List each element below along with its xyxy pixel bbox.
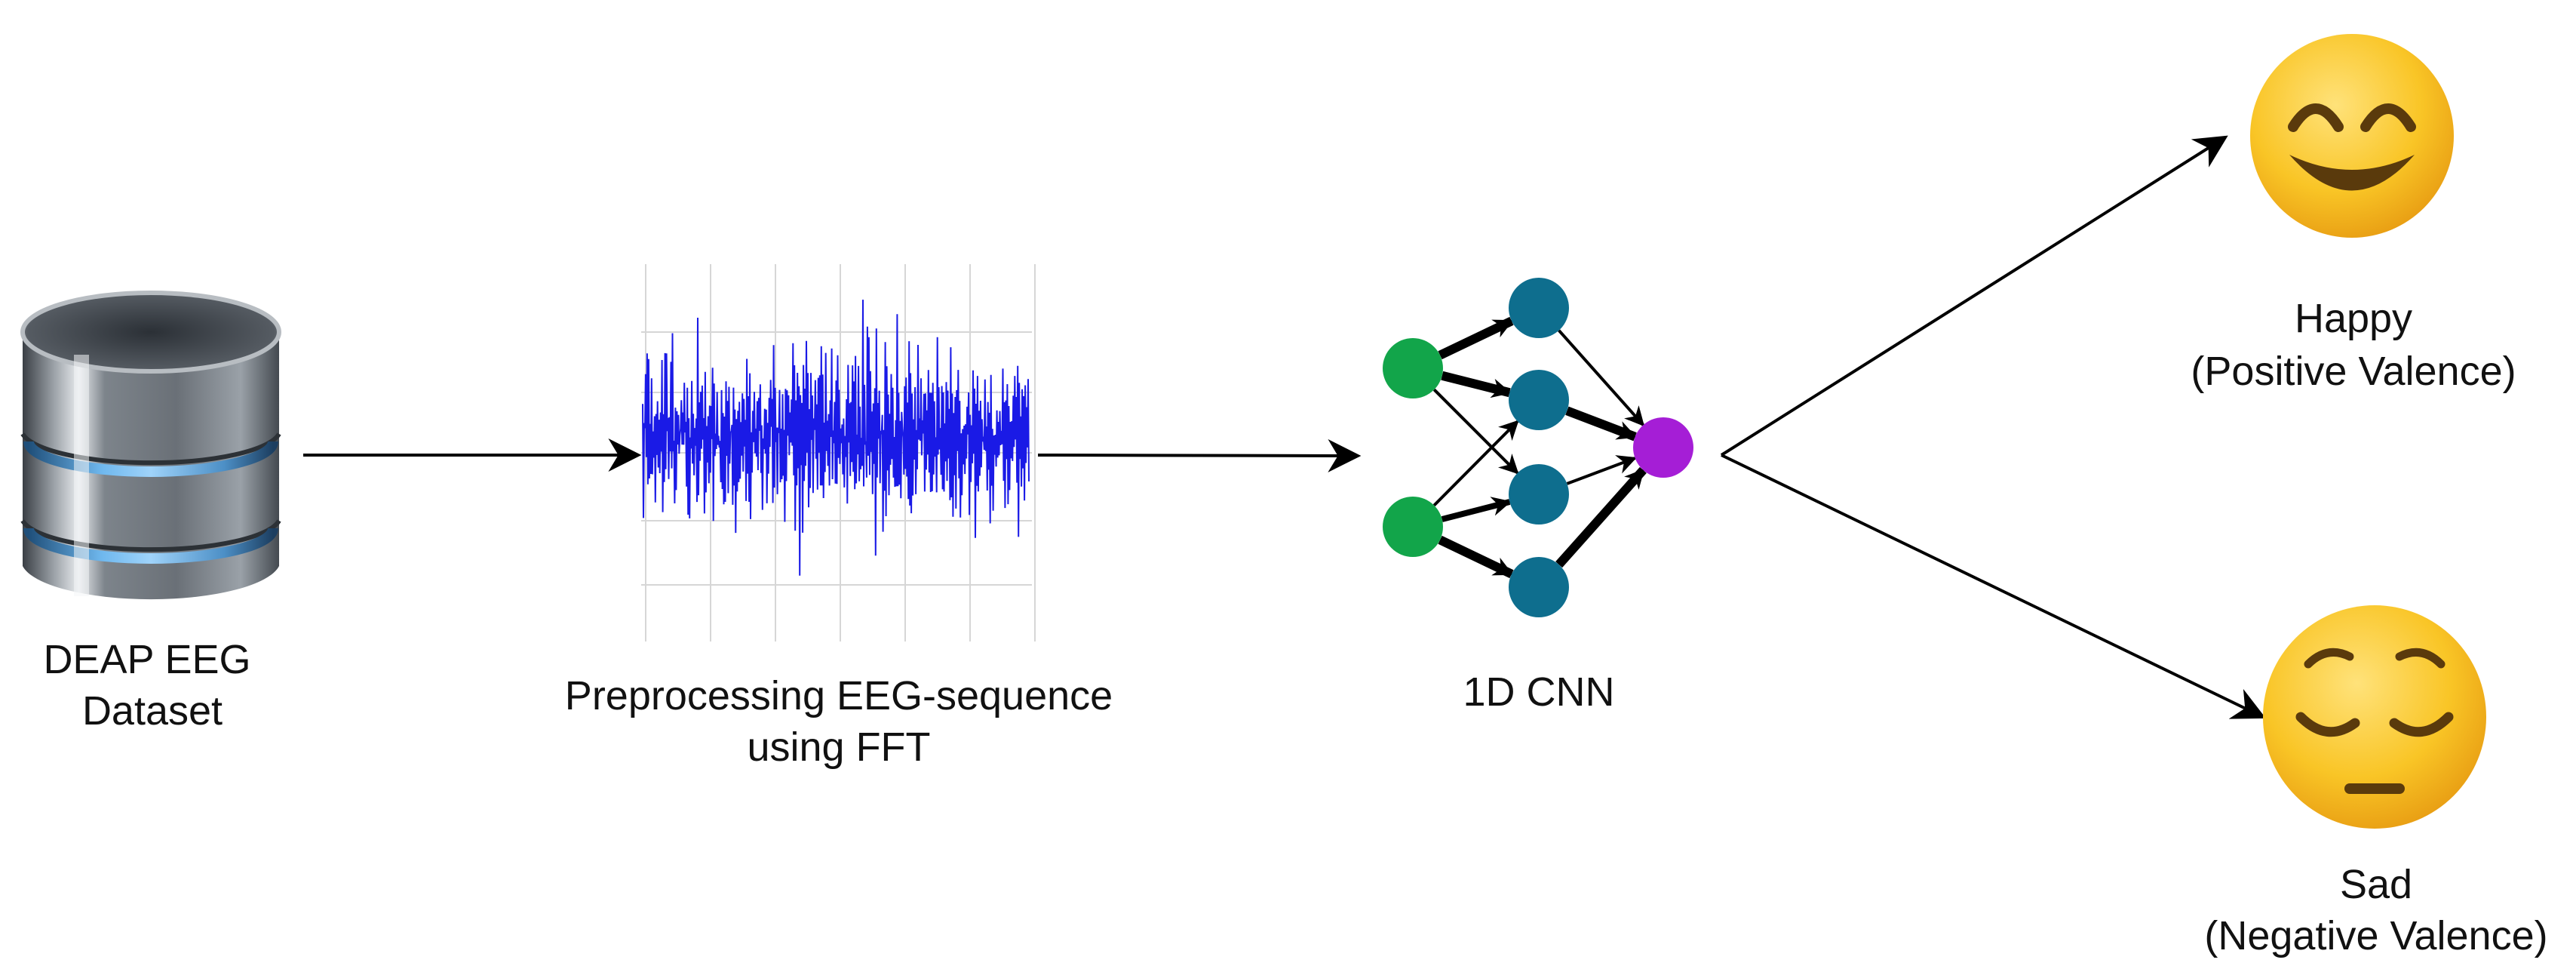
network-edge bbox=[1432, 388, 1519, 475]
arrow-to-sad bbox=[1721, 454, 2266, 719]
arrow-to-happy bbox=[1720, 135, 2228, 457]
hidden-neuron bbox=[1509, 370, 1569, 430]
eeg-signal-plot bbox=[641, 264, 1036, 641]
network-edge bbox=[1555, 466, 1647, 568]
dataset-label-line1: DEAP EEG bbox=[43, 637, 250, 682]
sad-label-line2: (Negative Valence) bbox=[2204, 913, 2547, 958]
output-neuron bbox=[1633, 417, 1693, 478]
database-icon bbox=[20, 291, 281, 600]
dataset-label-line2: Dataset bbox=[82, 688, 223, 734]
arrow-preprocess-to-cnn bbox=[1037, 438, 1362, 472]
network-edge bbox=[1441, 371, 1512, 398]
network-edge bbox=[1438, 535, 1514, 579]
network-edge bbox=[1438, 316, 1514, 360]
happy-label-line2: (Positive Valence) bbox=[2191, 349, 2516, 394]
happy-label-line1: Happy bbox=[2295, 296, 2412, 341]
network-edge bbox=[1565, 406, 1638, 441]
preprocess-label-line2: using FFT bbox=[747, 724, 930, 770]
network-edge bbox=[1558, 329, 1645, 427]
network-edge bbox=[1432, 420, 1519, 507]
hidden-neuron bbox=[1509, 464, 1569, 525]
network-edge bbox=[1441, 497, 1512, 522]
model-label: 1D CNN bbox=[1463, 669, 1614, 715]
sad-label-line1: Sad bbox=[2340, 862, 2412, 907]
eeg-signal-trace bbox=[642, 300, 1030, 576]
smiling-face-icon bbox=[2250, 34, 2454, 238]
hidden-neuron bbox=[1509, 278, 1569, 338]
network-edge bbox=[1566, 455, 1637, 485]
neural-network-icon bbox=[1383, 278, 1693, 617]
network-nodes bbox=[1383, 278, 1693, 617]
hidden-neuron bbox=[1509, 557, 1569, 617]
preprocess-label-line1: Preprocessing EEG-sequence bbox=[565, 673, 1113, 718]
network-edges bbox=[1432, 316, 1647, 579]
input-neuron bbox=[1383, 338, 1443, 398]
input-neuron bbox=[1383, 497, 1443, 557]
pensive-face-icon bbox=[2263, 605, 2486, 829]
